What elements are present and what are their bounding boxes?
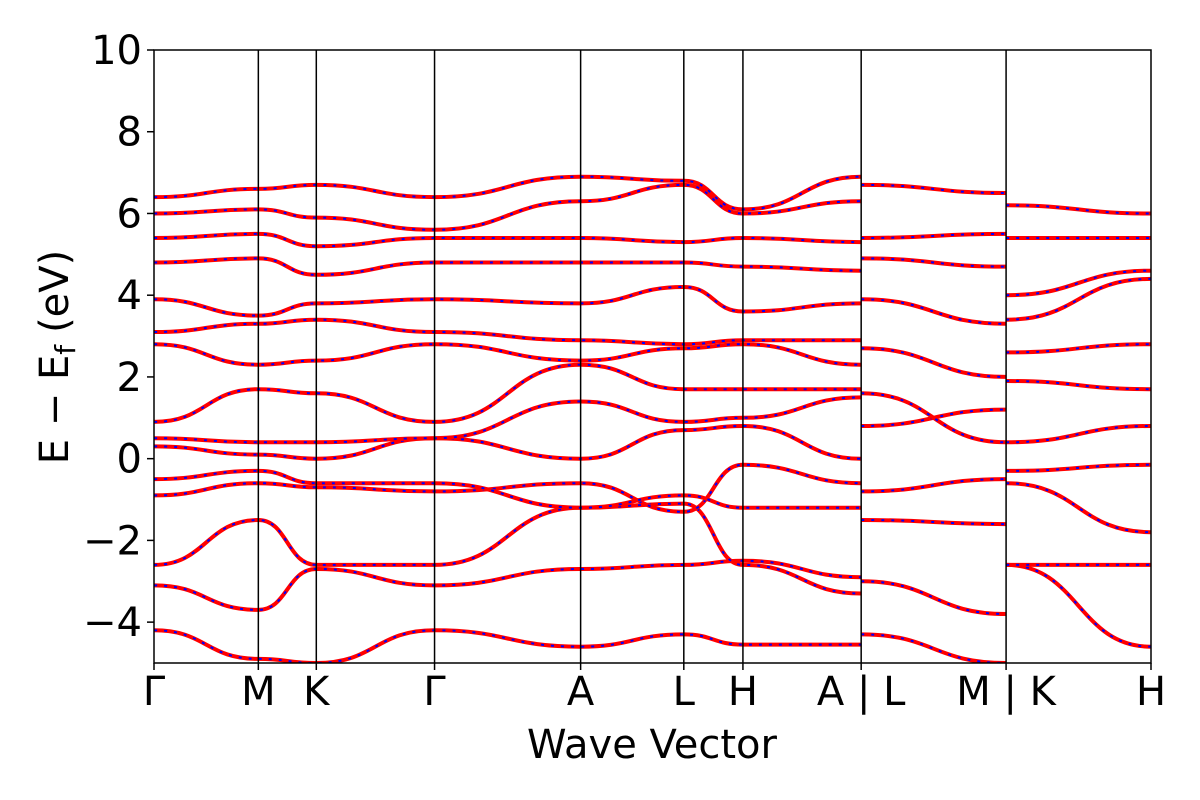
- y-axis-label: E − Ef (eV): [32, 250, 82, 465]
- band-line-23: [861, 297, 1007, 326]
- y-axis-label-subscript: f: [49, 344, 82, 355]
- y-tick-label-6: 0: [117, 437, 142, 483]
- band-line-35: [1006, 268, 1151, 298]
- band-line-dashed-17: [861, 580, 1007, 615]
- band-line-dashed-7: [154, 396, 862, 444]
- y-axis-ticks: 10 8 6 4 2 0 −2 −4: [83, 28, 154, 646]
- band-line-dashed-4: [154, 463, 862, 513]
- x-tick-label-1: Γ: [143, 669, 166, 715]
- band-line-dashed-10: [154, 318, 862, 346]
- band-line-dashed-11: [154, 285, 862, 317]
- band-line-dashed-35: [1006, 269, 1151, 297]
- band-line-dashed-30: [1006, 463, 1151, 472]
- y-tick-label-2: 8: [117, 110, 142, 156]
- band-line-10: [154, 317, 862, 347]
- band-line-dashed-16: [861, 633, 1007, 663]
- band-line-dashed-15: [154, 175, 862, 211]
- band-line-dashed-33: [1006, 343, 1151, 354]
- band-line-dashed-32: [1006, 380, 1151, 391]
- band-line-16: [861, 632, 1007, 663]
- band-line-dashed-37: [1006, 204, 1151, 215]
- band-line-8: [154, 362, 862, 424]
- band-line-29: [1006, 481, 1151, 535]
- band-line-22: [861, 346, 1007, 379]
- x-tick-label-7: H: [728, 669, 758, 715]
- x-tick-label-5: A: [567, 669, 595, 715]
- band-line-dashed-21: [861, 392, 1007, 444]
- band-line-dashed-23: [861, 298, 1007, 325]
- y-axis-label-main: E − E: [32, 355, 78, 465]
- band-line-9: [154, 342, 862, 367]
- band-line-dashed-14: [154, 183, 862, 231]
- band-line-dashed-20: [861, 408, 1007, 427]
- band-line-21: [861, 391, 1007, 445]
- band-line-12: [154, 256, 862, 277]
- band-line-dashed-3: [154, 502, 862, 595]
- band-line-dashed-12: [154, 257, 862, 276]
- band-line-dashed-8: [154, 363, 862, 423]
- band-line-dashed-22: [861, 347, 1007, 378]
- x-tick-label-10: H: [1136, 669, 1166, 715]
- band-line-dashed-25: [861, 232, 1007, 239]
- y-tick-label-5: 2: [117, 355, 142, 401]
- bands-layer: [154, 174, 1151, 663]
- x-tick-label-3: K: [303, 669, 331, 715]
- x-tick-label-6: L: [673, 669, 696, 715]
- band-line-7: [154, 395, 862, 445]
- band-line-dashed-31: [1006, 425, 1151, 444]
- band-line-5: [154, 468, 862, 510]
- y-tick-label-1: 10: [91, 28, 142, 74]
- band-line-13: [154, 231, 862, 249]
- band-line-dashed-2: [154, 559, 862, 611]
- band-line-2: [154, 558, 862, 612]
- plot-area: [153, 49, 1152, 664]
- x-axis-label: Wave Vector: [527, 722, 778, 768]
- x-tick-label-2: M: [241, 669, 276, 715]
- band-line-dashed-18: [861, 519, 1007, 526]
- band-line-3: [154, 501, 862, 596]
- band-line-dashed-29: [1006, 482, 1151, 534]
- plot-frame: [153, 49, 1152, 664]
- band-line-dashed-19: [861, 478, 1007, 493]
- y-tick-label-7: −2: [83, 518, 142, 564]
- kpath-lines: [257, 50, 1007, 663]
- band-line-31: [1006, 424, 1151, 445]
- y-tick-label-3: 6: [117, 191, 142, 237]
- band-line-dashed-24: [861, 257, 1007, 268]
- band-line-dashed-34: [1006, 277, 1151, 321]
- x-tick-label-4: Γ: [423, 669, 446, 715]
- y-tick-label-8: −4: [83, 600, 142, 646]
- x-tick-label-8: A | L: [817, 669, 906, 715]
- x-tick-label-9: M | K: [956, 669, 1057, 715]
- band-line-17: [861, 579, 1007, 616]
- y-tick-label-4: 4: [117, 273, 142, 319]
- band-line-15: [154, 174, 862, 212]
- band-line-dashed-9: [154, 343, 862, 366]
- band-line-dashed-26: [861, 183, 1007, 194]
- band-line-27: [1006, 562, 1151, 649]
- band-line-dashed-1: [154, 629, 862, 663]
- y-axis-label-unit: (eV): [32, 250, 78, 333]
